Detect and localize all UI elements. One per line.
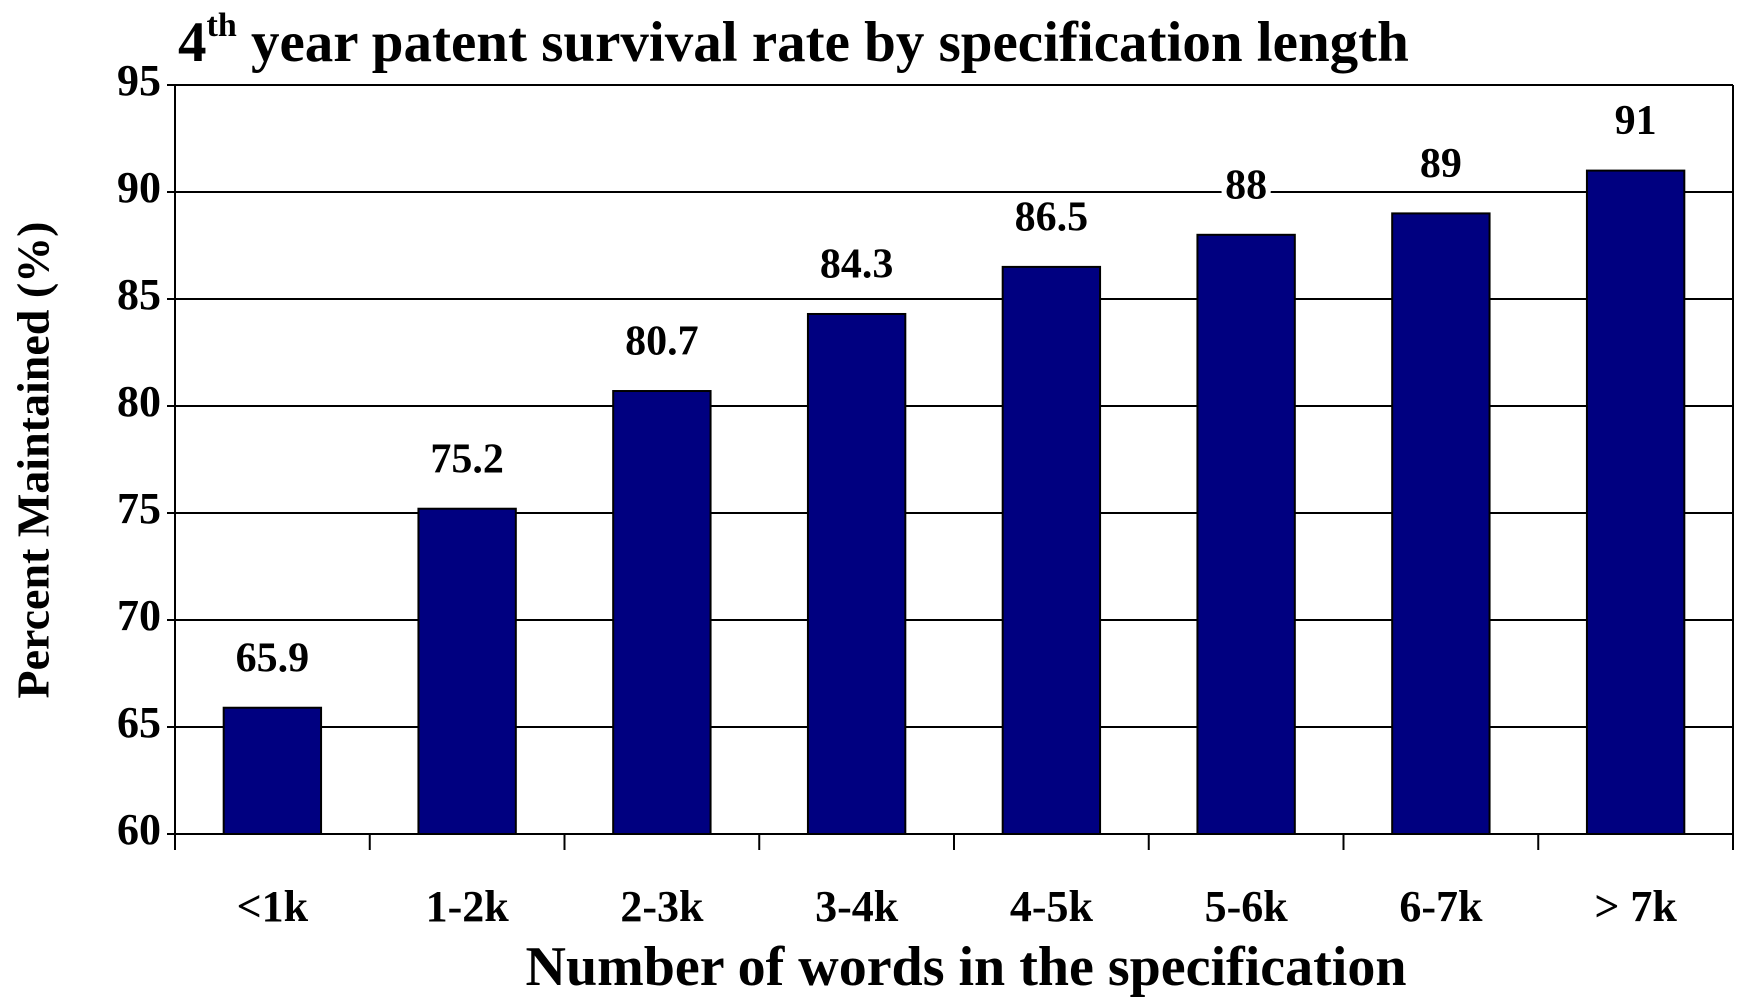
y-tick-label: 80	[117, 377, 161, 426]
x-tick-label: 3-4k	[815, 882, 899, 931]
y-tick-label: 95	[117, 56, 161, 105]
x-tick-label: <1k	[237, 882, 309, 931]
x-tick-label: 4-5k	[1010, 882, 1094, 931]
bar	[612, 390, 712, 835]
x-tick-label: 6-7k	[1399, 882, 1483, 931]
x-tick-label: 2-3k	[620, 882, 704, 931]
y-tick-label: 70	[117, 591, 161, 640]
y-tick-label: 75	[117, 484, 161, 533]
y-tick-label: 60	[117, 805, 161, 854]
data-label: 91	[1615, 98, 1657, 144]
bar	[1001, 265, 1102, 835]
data-label: 89	[1420, 141, 1462, 187]
bar	[1196, 233, 1296, 836]
x-axis-label: Number of words in the specification	[526, 936, 1407, 998]
chart-title: 4th year patent survival rate by specifi…	[178, 7, 1409, 74]
data-label: 86.5	[1015, 195, 1089, 241]
data-label: 75.2	[430, 436, 504, 482]
bar	[806, 312, 907, 836]
x-tick-label: 1-2k	[426, 882, 510, 931]
bar	[222, 706, 323, 835]
x-tick-label: 5-6k	[1205, 882, 1289, 931]
y-tick-label: 90	[117, 163, 161, 212]
bar	[1391, 212, 1491, 835]
y-tick-label: 65	[117, 698, 161, 747]
bar	[1585, 169, 1686, 836]
data-label: 65.9	[236, 635, 310, 681]
y-axis-label: Percent Maintained (%)	[8, 222, 59, 699]
x-tick-label: > 7k	[1594, 882, 1677, 931]
data-label: 80.7	[625, 319, 699, 365]
data-label: 84.3	[820, 242, 894, 288]
y-tick-label: 85	[117, 270, 161, 319]
bar	[417, 507, 517, 835]
data-label: 88	[1225, 162, 1267, 208]
